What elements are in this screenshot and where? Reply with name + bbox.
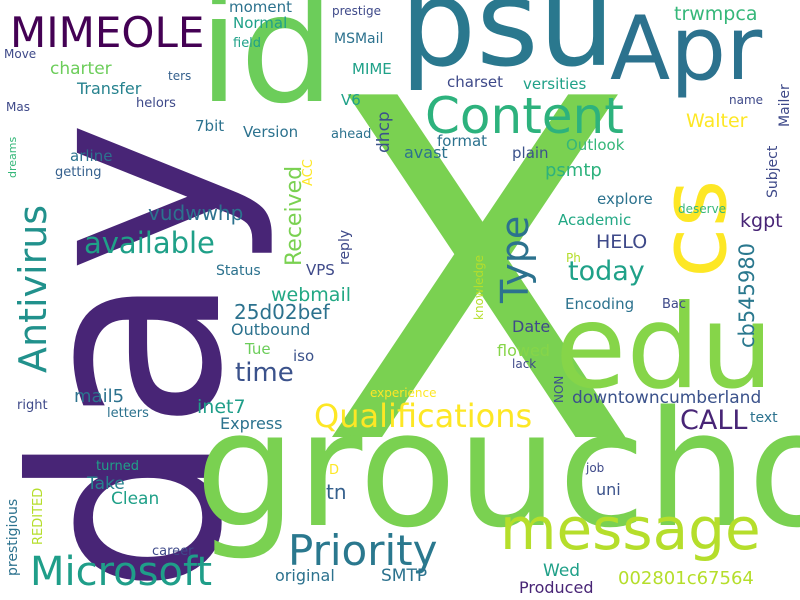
word-transfer: Transfer bbox=[77, 79, 142, 98]
word-msmail: MSMail bbox=[334, 31, 384, 47]
word-versities: versities bbox=[523, 75, 587, 93]
word-priority: Priority bbox=[288, 526, 438, 575]
word-uni: uni bbox=[596, 480, 621, 499]
word-kgpt: kgpt bbox=[740, 210, 783, 232]
word-non: NON bbox=[552, 375, 566, 403]
word-helo: HELO bbox=[596, 231, 648, 253]
word-ters: ters bbox=[168, 69, 192, 83]
word-002801c67564: 002801c67564 bbox=[618, 568, 754, 589]
word-tn: tn bbox=[326, 480, 347, 504]
word-reply: reply bbox=[337, 229, 353, 265]
word-d: D bbox=[329, 463, 340, 478]
word-deserve: deserve bbox=[678, 202, 727, 216]
word-psmtp: psmtp bbox=[545, 160, 602, 181]
word-right: right bbox=[17, 398, 48, 413]
word-content: Content bbox=[425, 87, 624, 145]
word-helors: helors bbox=[136, 96, 176, 111]
word-field: field bbox=[233, 36, 262, 51]
word-encoding: Encoding bbox=[565, 295, 635, 313]
word-charter: charter bbox=[50, 59, 112, 79]
word-charset: charset bbox=[447, 73, 504, 91]
word-mailer: Mailer bbox=[777, 84, 793, 127]
word-outbound: Outbound bbox=[231, 320, 311, 339]
word-bac: Bac bbox=[662, 297, 687, 312]
word-mail5: mail5 bbox=[74, 386, 125, 407]
word-status: Status bbox=[216, 263, 261, 279]
word-mas: Mas bbox=[6, 100, 30, 114]
word-groucho: groucho bbox=[195, 376, 800, 563]
word-mime: MIME bbox=[352, 60, 392, 78]
word-iso: iso bbox=[293, 347, 315, 365]
word-dhcp: dhcp bbox=[374, 111, 394, 153]
word-today: today bbox=[568, 256, 645, 287]
word-apr: Apr bbox=[610, 0, 763, 100]
word-plain: plain bbox=[512, 144, 549, 162]
word-acc: ACC bbox=[301, 159, 316, 186]
word-available: available bbox=[84, 226, 215, 260]
word-downtowncumberland: downtowncumberland bbox=[572, 388, 762, 408]
word-tue: Tue bbox=[245, 340, 271, 358]
word-walter: Walter bbox=[686, 110, 748, 132]
word-call: CALL bbox=[680, 405, 748, 436]
word-id: id bbox=[198, 0, 335, 137]
word-explore: explore bbox=[597, 190, 653, 208]
word-cs: cs bbox=[640, 179, 747, 278]
word-getting: getting bbox=[55, 165, 102, 180]
word-move: Move bbox=[4, 47, 37, 61]
word-ph: Ph bbox=[566, 251, 581, 265]
word-lack: lack bbox=[512, 357, 537, 371]
word-mimeole: MIMEOLE bbox=[10, 8, 205, 57]
word-knowledge: knowledge bbox=[472, 254, 486, 320]
word-letters: letters bbox=[107, 406, 149, 421]
word-turned: turned bbox=[96, 459, 139, 474]
word-qualifications: Qualifications bbox=[314, 397, 533, 435]
word-vudwwhp: vudwwhp bbox=[148, 201, 244, 225]
word-dreams: dreams bbox=[6, 136, 19, 178]
word-smtp: SMTP bbox=[381, 566, 428, 586]
word-job: job bbox=[586, 461, 605, 475]
word-trwmpca: trwmpca bbox=[674, 3, 758, 25]
word-ahead: ahead bbox=[331, 127, 372, 142]
word-vps: VPS bbox=[306, 261, 335, 279]
word-v6: V6 bbox=[341, 91, 361, 109]
word-prestige: prestige bbox=[332, 4, 381, 18]
word-inet7: inet7 bbox=[197, 396, 246, 418]
word-career: career bbox=[152, 544, 194, 559]
word-outlook: Outlook bbox=[566, 136, 625, 154]
word-type: Type bbox=[493, 215, 537, 303]
word-wed: Wed bbox=[543, 561, 581, 581]
word-express: Express bbox=[220, 414, 283, 433]
word-edu: edu bbox=[555, 280, 774, 415]
word-produced: Produced bbox=[519, 578, 594, 597]
word-text: text bbox=[750, 410, 778, 426]
word-time: time bbox=[235, 358, 294, 388]
word-prestigious: prestigious bbox=[5, 498, 21, 576]
word-avast: avast bbox=[404, 143, 448, 162]
word-subject: Subject bbox=[765, 145, 781, 198]
word-7bit: 7bit bbox=[195, 117, 225, 135]
word-normal: Normal bbox=[233, 14, 288, 32]
word-antivirus: Antivirus bbox=[11, 204, 55, 373]
word-academic: Academic bbox=[558, 211, 632, 229]
word-moment: moment bbox=[229, 0, 293, 16]
word-arline: arline bbox=[70, 147, 113, 165]
word-psu: psu bbox=[400, 0, 615, 94]
word-format: format bbox=[437, 132, 488, 150]
word-x: X bbox=[318, 1, 640, 548]
word-redited: REDITED bbox=[31, 487, 46, 545]
word-experience: experience bbox=[370, 386, 437, 400]
word-microsoft: Microsoft bbox=[30, 549, 213, 595]
word-version: Version bbox=[243, 123, 299, 141]
word-25d02bef: 25d02bef bbox=[234, 300, 330, 324]
word-cb545980: cb545980 bbox=[735, 242, 759, 348]
word-original: original bbox=[275, 566, 335, 585]
word-webmail: webmail bbox=[271, 284, 351, 306]
word-date: Date bbox=[512, 317, 551, 336]
word-clean: Clean bbox=[111, 489, 160, 509]
word-take: Take bbox=[87, 474, 125, 494]
word-message: message bbox=[500, 495, 761, 563]
word-name: name bbox=[729, 93, 764, 107]
word-flowed: flowed bbox=[497, 341, 550, 360]
